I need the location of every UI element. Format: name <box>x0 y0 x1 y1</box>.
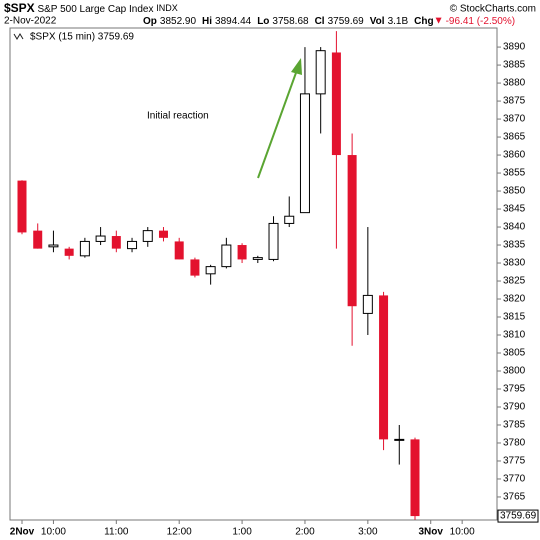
x-tick-label: 3Nov <box>418 527 443 538</box>
annotation-arrow <box>257 69 298 179</box>
y-tick-label: 3890 <box>503 42 526 53</box>
y-tick-label: 3780 <box>503 438 526 449</box>
price-label: 3759.69 <box>500 511 537 522</box>
stat-value: 3759.69 <box>328 16 365 27</box>
candle-body <box>127 240 138 250</box>
y-tick-label: 3790 <box>503 402 526 413</box>
x-tick-label: 12:00 <box>167 527 192 538</box>
x-tick-label: 10:00 <box>41 527 66 538</box>
candle-body <box>237 245 247 260</box>
change-marker <box>435 17 442 24</box>
candle-body <box>221 244 232 268</box>
candle-body <box>48 244 59 248</box>
annotation: Initial reaction <box>147 111 209 122</box>
legend: $SPX (15 min) 3759.69 <box>30 32 134 43</box>
candle-body <box>111 236 121 249</box>
x-tick-label: 2Nov <box>10 527 35 538</box>
y-tick-label: 3865 <box>503 132 526 143</box>
candle-body <box>64 248 74 256</box>
stat-label: Vol <box>370 16 385 27</box>
stat-value: -96.41 (-2.50%) <box>446 16 515 27</box>
date: 2-Nov-2022 <box>4 16 57 27</box>
y-tick-label: 3885 <box>503 60 526 71</box>
candle-body <box>299 93 310 214</box>
y-tick-label: 3795 <box>503 384 526 395</box>
stats: Op 3852.90 Hi 3894.44 Lo 3758.68 Cl 3759.69 Vol 3… <box>143 16 515 27</box>
x-tick-label: 10:00 <box>450 527 475 538</box>
x-tick-label: 2:00 <box>295 527 315 538</box>
annotation-group: Initial reaction <box>147 58 302 179</box>
stat-label: Cl <box>315 16 325 27</box>
plot-frame <box>9 27 498 521</box>
y-tick-label: 3830 <box>503 258 526 269</box>
y-tick-label: 3870 <box>503 114 526 125</box>
candle-body <box>379 295 389 440</box>
candle-body <box>190 259 200 276</box>
y-tick-label: 3785 <box>503 420 526 431</box>
annotation-arrowhead <box>291 58 302 75</box>
candle-body <box>347 155 357 307</box>
exchange: INDX <box>156 3 178 13</box>
price-label-box <box>497 509 539 523</box>
source: © StockCharts.com <box>450 4 536 15</box>
y-tick-label: 3805 <box>503 348 526 359</box>
candle-body <box>394 438 405 441</box>
y-tick-label: 3800 <box>503 366 526 377</box>
stat-value: 3894.44 <box>215 16 252 27</box>
candle-body <box>142 230 153 242</box>
symbol: $SPX <box>4 1 35 15</box>
y-tick-label: 3820 <box>503 294 526 305</box>
candle-body <box>205 266 216 275</box>
y-tick-label: 3875 <box>503 96 526 107</box>
candle-body <box>17 180 27 233</box>
y-tick-label: 3775 <box>503 456 526 467</box>
candle-body <box>331 52 341 156</box>
y-tick-label: 3815 <box>503 312 526 323</box>
stat-value: 3758.68 <box>272 16 309 27</box>
y-tick-label: 3835 <box>503 240 526 251</box>
index-name: S&P 500 Large Cap Index <box>37 4 153 15</box>
candle-body <box>362 294 373 314</box>
candle-body <box>79 240 90 257</box>
stat-label: Chg <box>414 16 433 27</box>
y-tick-label: 3825 <box>503 276 526 287</box>
candle-body <box>95 235 106 242</box>
candle-body <box>268 222 279 260</box>
y-tick-label: 3855 <box>503 168 526 179</box>
stat-value: 3852.90 <box>160 16 197 27</box>
stat-value: 3.1B <box>388 16 409 27</box>
candle-body <box>410 439 420 517</box>
y-tick-label: 3810 <box>503 330 526 341</box>
stat-label: Op <box>143 16 157 27</box>
candle-body <box>174 241 184 260</box>
legend-icon <box>13 33 24 40</box>
x-tick-label: 3:00 <box>358 527 378 538</box>
y-tick-label: 3860 <box>503 150 526 161</box>
candle-body <box>33 230 43 249</box>
stat-label: Lo <box>257 16 269 27</box>
x-tick-label: 1:00 <box>232 527 252 538</box>
candle-body <box>284 215 295 224</box>
chart-header: $SPX S&P 500 Large Cap Index INDX <box>4 1 178 15</box>
candle-body <box>158 230 168 238</box>
candle-body <box>252 257 263 260</box>
y-tick-label: 3845 <box>503 204 526 215</box>
candle-body <box>315 50 326 95</box>
y-tick-label: 3880 <box>503 78 526 89</box>
y-tick-label: 3770 <box>503 474 526 485</box>
y-tick-label: 3840 <box>503 222 526 233</box>
y-tick-label: 3765 <box>503 492 526 503</box>
stat-label: Hi <box>202 16 212 27</box>
x-tick-label: 11:00 <box>104 527 129 538</box>
y-tick-label: 3850 <box>503 186 526 197</box>
